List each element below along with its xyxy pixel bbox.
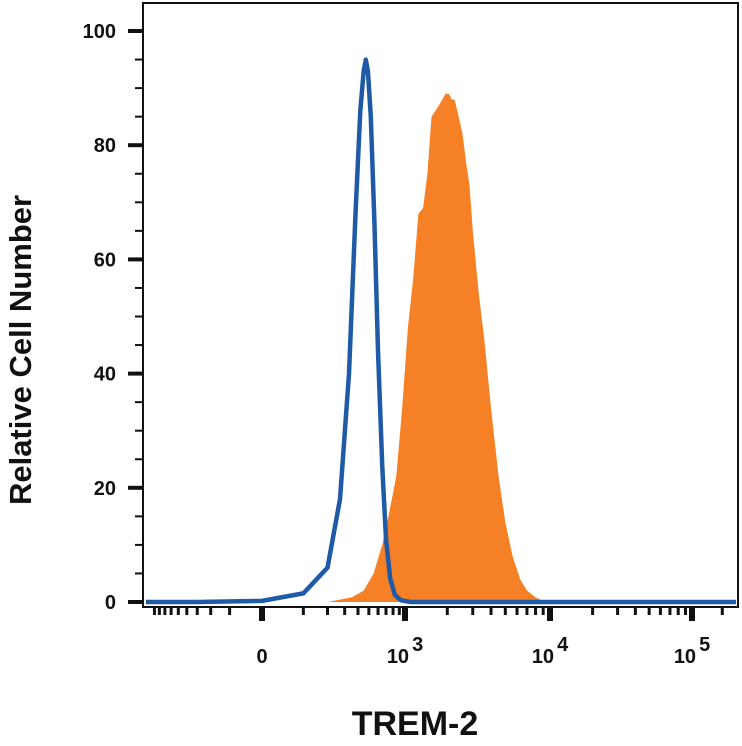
- filled-histogram-series: [327, 93, 550, 603]
- x-tick-label: 104: [532, 634, 569, 668]
- y-tick-label: 100: [83, 21, 116, 43]
- y-tick-label: 0: [105, 592, 116, 614]
- outline-histogram-series: [146, 57, 736, 605]
- series-layer: [146, 57, 736, 605]
- y-tick-label: 20: [94, 478, 116, 500]
- x-tick-label: 103: [387, 634, 423, 668]
- y-tick-label: 60: [94, 249, 116, 271]
- x-tick-label: 0: [256, 646, 267, 668]
- x-axis: 0 103 104 105: [152, 607, 724, 668]
- y-axis: 0 20 40 60 80 100: [83, 21, 143, 614]
- y-tick-label: 40: [94, 364, 116, 386]
- y-axis-title: Relative Cell Number: [3, 195, 38, 505]
- x-axis-title: TREM-2: [352, 705, 479, 743]
- x-tick-label: 105: [674, 634, 710, 668]
- plot-frame: [142, 2, 739, 608]
- y-tick-label: 80: [94, 135, 116, 157]
